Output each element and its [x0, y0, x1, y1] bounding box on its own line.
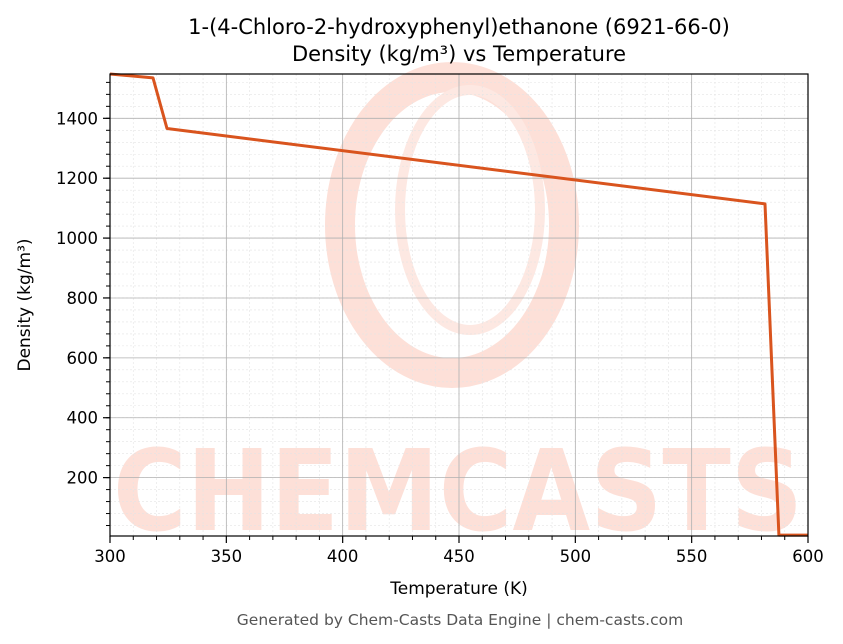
series-layer — [109, 72, 808, 537]
x-axis-label: Temperature (K) — [389, 579, 528, 599]
x-tick-label: 400 — [327, 547, 359, 566]
x-tick-label: 300 — [94, 547, 126, 566]
chart-title: 1-(4-Chloro-2-hydroxyphenyl)ethanone (69… — [188, 15, 730, 39]
x-axis-ticks: 300 350 400 450 500 550 600 — [94, 536, 824, 566]
watermark-logo-swirl — [395, 85, 545, 335]
y-tick-label: 1400 — [56, 109, 98, 128]
footer-credit: Generated by Chem-Casts Data Engine | ch… — [237, 611, 683, 629]
y-tick-label: 400 — [67, 409, 99, 428]
y-axis-label: Density (kg/m³) — [15, 238, 35, 371]
y-tick-label: 600 — [67, 349, 99, 368]
watermark-logo-ring — [325, 62, 579, 388]
x-tick-label: 550 — [676, 547, 708, 566]
y-tick-label: 1000 — [56, 229, 98, 248]
watermark-text: CHEMCASTS — [113, 427, 803, 557]
x-tick-label: 600 — [792, 547, 824, 566]
x-tick-label: 350 — [211, 547, 243, 566]
x-tick-label: 450 — [443, 547, 475, 566]
y-tick-label: 800 — [67, 289, 99, 308]
x-tick-label: 500 — [560, 547, 592, 566]
y-axis-ticks: 200 400 600 800 1000 1200 1400 — [56, 81, 110, 527]
chemcasts-watermark: CHEMCASTS — [113, 62, 803, 557]
y-tick-label: 1200 — [56, 169, 98, 188]
y-tick-label: 200 — [67, 469, 99, 488]
chart-subtitle: Density (kg/m³) vs Temperature — [292, 42, 626, 66]
density-series-line — [109, 72, 808, 537]
